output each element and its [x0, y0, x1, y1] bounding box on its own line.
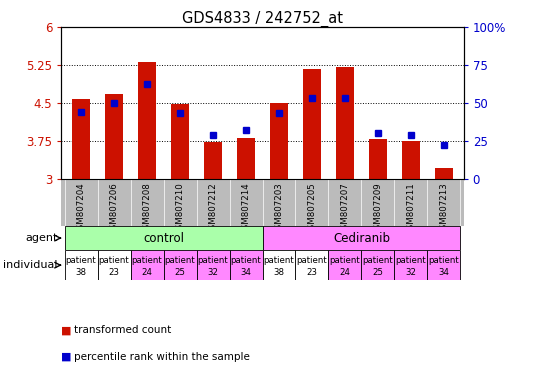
Text: patient: patient: [329, 256, 360, 265]
Text: 24: 24: [340, 268, 351, 277]
Bar: [237, 138, 255, 179]
Text: GSM807206: GSM807206: [110, 182, 118, 235]
Text: patient: patient: [198, 256, 229, 265]
Bar: [204, 142, 222, 179]
Text: 38: 38: [76, 268, 86, 277]
Bar: [230, 250, 262, 280]
Text: patient: patient: [99, 256, 130, 265]
Text: patient: patient: [132, 256, 163, 265]
Title: GDS4833 / 242752_at: GDS4833 / 242752_at: [182, 11, 343, 27]
Text: 24: 24: [142, 268, 152, 277]
Bar: [336, 67, 354, 179]
Text: GSM807213: GSM807213: [439, 182, 448, 235]
Text: patient: patient: [395, 256, 426, 265]
Bar: [138, 62, 156, 179]
Text: patient: patient: [165, 256, 196, 265]
Text: individual: individual: [4, 260, 58, 270]
Text: ■: ■: [61, 352, 72, 362]
Text: Cediranib: Cediranib: [333, 232, 390, 245]
Text: percentile rank within the sample: percentile rank within the sample: [74, 352, 249, 362]
Text: GSM807214: GSM807214: [241, 182, 251, 235]
Text: 23: 23: [109, 268, 119, 277]
Text: GSM807208: GSM807208: [142, 182, 151, 235]
Bar: [435, 169, 453, 179]
Bar: [361, 250, 394, 280]
Text: GSM807210: GSM807210: [175, 182, 184, 235]
Text: transformed count: transformed count: [74, 325, 171, 335]
Bar: [303, 69, 321, 179]
Bar: [263, 250, 295, 280]
Bar: [270, 103, 288, 179]
Text: ■: ■: [61, 325, 72, 335]
Bar: [394, 250, 427, 280]
Bar: [98, 250, 131, 280]
Bar: [427, 250, 461, 280]
Text: GSM807204: GSM807204: [77, 182, 86, 235]
Text: patient: patient: [231, 256, 261, 265]
Text: GSM807207: GSM807207: [341, 182, 350, 235]
Text: control: control: [143, 232, 184, 245]
Text: patient: patient: [66, 256, 96, 265]
Text: 32: 32: [207, 268, 219, 277]
Text: 25: 25: [373, 268, 383, 277]
Text: patient: patient: [429, 256, 459, 265]
Text: GSM807212: GSM807212: [208, 182, 217, 235]
Bar: [164, 250, 197, 280]
Bar: [328, 250, 361, 280]
Text: 38: 38: [273, 268, 285, 277]
Text: patient: patient: [264, 256, 294, 265]
Text: 23: 23: [306, 268, 318, 277]
Text: GSM807211: GSM807211: [407, 182, 415, 235]
Bar: [263, 226, 461, 250]
Bar: [64, 250, 98, 280]
Bar: [197, 250, 230, 280]
Bar: [402, 141, 420, 179]
Bar: [171, 104, 189, 179]
Bar: [72, 99, 90, 179]
Text: 32: 32: [406, 268, 416, 277]
Bar: [64, 226, 262, 250]
Text: agent: agent: [26, 233, 58, 243]
Text: patient: patient: [296, 256, 327, 265]
Text: 34: 34: [439, 268, 449, 277]
Text: 34: 34: [240, 268, 252, 277]
Text: GSM807203: GSM807203: [274, 182, 284, 235]
Text: patient: patient: [362, 256, 393, 265]
Text: 25: 25: [174, 268, 185, 277]
Text: GSM807209: GSM807209: [374, 182, 383, 235]
Bar: [131, 250, 164, 280]
Bar: [295, 250, 328, 280]
Bar: [369, 139, 387, 179]
Text: GSM807205: GSM807205: [308, 182, 317, 235]
Bar: [105, 94, 123, 179]
